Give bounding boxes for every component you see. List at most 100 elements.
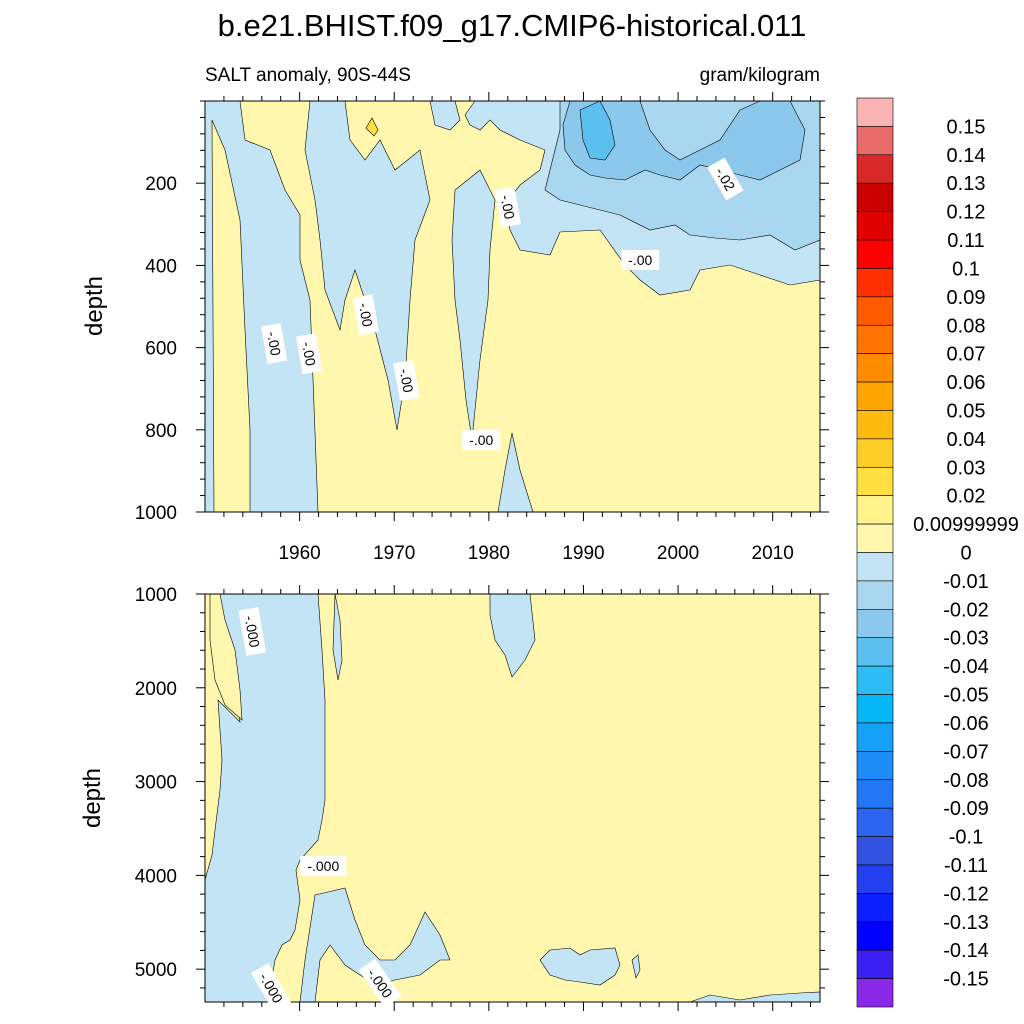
y-tick-label: 3000 bbox=[135, 773, 177, 794]
contour-label: -.00 bbox=[494, 186, 521, 228]
contour-label-bg bbox=[300, 856, 347, 876]
y-tick-label: 1000 bbox=[135, 503, 177, 524]
contour-label-bg bbox=[621, 250, 660, 271]
colorbar-swatch bbox=[856, 779, 894, 809]
contour-label: -.00 bbox=[260, 323, 288, 364]
colorbar-swatch bbox=[856, 609, 894, 639]
contour-label-bg bbox=[260, 323, 288, 364]
colorbar-label: 0 bbox=[960, 543, 971, 565]
colorbar-swatch bbox=[856, 268, 894, 298]
colorbar-swatch bbox=[856, 523, 894, 553]
x-tick-labels: 1960 1970 1980 1990 2000 2010 bbox=[278, 543, 793, 564]
right-string: gram/kilogram bbox=[700, 65, 820, 86]
contour-label-text: -.00 bbox=[628, 252, 652, 268]
contour-label: -.00 bbox=[393, 360, 420, 401]
y-tick-label: 2000 bbox=[135, 679, 177, 700]
contour-label-bg bbox=[238, 607, 267, 656]
pos-region-inner-lower bbox=[209, 593, 243, 721]
colorbar-label: -0.05 bbox=[943, 685, 989, 707]
contour-label-text: -.00 bbox=[356, 301, 376, 328]
contour-label: -.00 bbox=[295, 333, 323, 375]
contour-label: -.000 bbox=[238, 607, 267, 656]
colorbar-label: -0.14 bbox=[943, 940, 989, 962]
contour-label-text: -.00 bbox=[469, 432, 493, 448]
colorbar-label: 0.00999999 bbox=[913, 514, 1019, 536]
contour-label-bg bbox=[707, 157, 744, 201]
upper-panel: 200 400 600 800 1000 -.00 -.00 -.00 -.00 -.00 -.00… bbox=[135, 92, 829, 524]
neg-region-top-lower bbox=[489, 593, 536, 678]
y-tick-label: 5000 bbox=[135, 960, 177, 981]
colorbar-label: -0.07 bbox=[943, 741, 989, 763]
colorbar-label: -0.09 bbox=[943, 798, 989, 820]
colorbar-label: 0.1 bbox=[952, 258, 980, 280]
colorbar-swatch bbox=[856, 353, 894, 383]
contour-label: -.02 bbox=[707, 157, 744, 201]
upper-y-axis-title: depth bbox=[81, 276, 108, 336]
colorbar-label: -0.1 bbox=[949, 827, 983, 849]
colorbar-label: -0.08 bbox=[943, 770, 989, 792]
neg-region-right-deepest-upper bbox=[579, 100, 616, 161]
colorbar-label: -0.11 bbox=[944, 855, 988, 877]
contour-label-text: -.00 bbox=[397, 367, 417, 394]
colorbar-label: 0.04 bbox=[947, 429, 986, 451]
x-tick-label: 2010 bbox=[752, 543, 794, 564]
colorbar-label: -0.01 bbox=[943, 571, 989, 593]
colorbar-label: 0.14 bbox=[947, 145, 986, 167]
colorbar-label: -0.12 bbox=[943, 883, 989, 905]
pos-region-small-upper bbox=[365, 117, 379, 137]
colorbar-label: 0.07 bbox=[947, 344, 986, 366]
colorbar-swatch bbox=[856, 126, 894, 156]
colorbar-label: 0.13 bbox=[947, 173, 986, 195]
colorbar-swatch bbox=[856, 495, 894, 525]
contour-label-text: -.000 bbox=[242, 614, 263, 648]
contour-label-text: -.00 bbox=[498, 194, 518, 221]
colorbar-swatch bbox=[856, 154, 894, 184]
colorbar-swatch bbox=[856, 182, 894, 212]
y-tick-label: 1000 bbox=[135, 585, 177, 606]
y-tick-label: 4000 bbox=[135, 866, 177, 887]
lower-y-axis-title: depth bbox=[79, 768, 106, 828]
colorbar-swatch bbox=[856, 864, 894, 894]
colorbar-label: 0.12 bbox=[947, 202, 986, 224]
colorbar-swatch bbox=[856, 665, 894, 695]
colorbar-swatch bbox=[856, 978, 894, 1008]
colorbar-swatch bbox=[856, 893, 894, 923]
colorbar-swatch bbox=[856, 97, 894, 127]
y-tick-label: 200 bbox=[145, 174, 177, 195]
y-tick-label: 400 bbox=[145, 256, 177, 277]
colorbar-label: 0.09 bbox=[947, 287, 986, 309]
contour-label: -.000 bbox=[300, 856, 347, 876]
contour-label-bg bbox=[352, 294, 379, 336]
colorbar-swatch bbox=[856, 722, 894, 752]
colorbar-swatch bbox=[856, 694, 894, 724]
colorbar-label: 0.06 bbox=[947, 372, 986, 394]
y-tick-label: 600 bbox=[145, 339, 177, 360]
contour-label-bg bbox=[462, 430, 501, 451]
colorbar-swatch bbox=[856, 381, 894, 411]
colorbar-label: -0.13 bbox=[943, 912, 989, 934]
colorbar-label: 0.02 bbox=[947, 486, 986, 508]
colorbar-swatch bbox=[856, 438, 894, 468]
colorbar-swatch bbox=[856, 466, 894, 496]
colorbar-swatch bbox=[856, 296, 894, 326]
contour-label-bg bbox=[295, 333, 323, 375]
colorbar-label: -0.06 bbox=[943, 713, 989, 735]
left-string: SALT anomaly, 90S-44S bbox=[205, 65, 411, 86]
neg-region-mid2-upper bbox=[451, 169, 496, 441]
x-tick-label: 1990 bbox=[562, 543, 604, 564]
colorbar-swatch bbox=[856, 211, 894, 241]
contour-label-bg bbox=[393, 360, 420, 401]
colorbar-swatch bbox=[856, 921, 894, 951]
x-tick-label: 1980 bbox=[468, 543, 510, 564]
contour-label-bg bbox=[251, 963, 292, 1013]
colorbar-label: -0.15 bbox=[943, 969, 989, 991]
colorbar-swatch bbox=[856, 949, 894, 979]
colorbar-label: 0.08 bbox=[947, 315, 986, 337]
colorbar-label: -0.03 bbox=[943, 628, 989, 650]
contour-label-bg bbox=[494, 186, 521, 228]
colorbar-swatch bbox=[856, 324, 894, 354]
x-tick-label: 1960 bbox=[278, 543, 320, 564]
contour-label: -.00 bbox=[352, 294, 379, 336]
colorbar: 0.15 0.14 0.13 0.12 0.11 0.1 0.09 0.08 0.07 0.06 0… bbox=[856, 97, 1019, 1008]
